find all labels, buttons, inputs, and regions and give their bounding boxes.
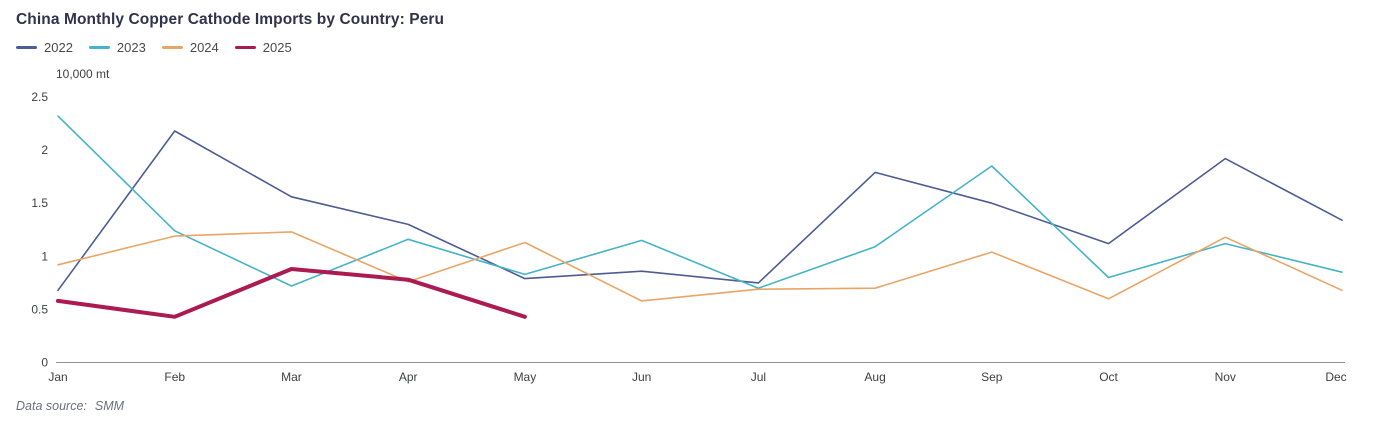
y-tick-label: 2.5: [31, 90, 48, 104]
x-tick-label-nov: Nov: [1215, 370, 1236, 384]
x-tick-label-jul: Jul: [751, 370, 766, 384]
legend-swatch-2024-icon: [161, 46, 183, 49]
legend-label-2022: 2022: [44, 40, 73, 55]
legend-item-2022[interactable]: 2022: [16, 40, 73, 55]
legend-label-2023: 2023: [116, 40, 146, 55]
legend-label-2024: 2024: [189, 40, 219, 55]
series-line-2023[interactable]: [57, 115, 1343, 290]
x-tick-label-sep: Sep: [981, 370, 1003, 384]
chart-title: China Monthly Copper Cathode Imports by …: [16, 11, 445, 28]
series-line-2024[interactable]: [57, 231, 1343, 302]
x-tick-label-apr: Apr: [399, 370, 418, 384]
series-line-2022[interactable]: [57, 130, 1343, 292]
y-tick-label: 1.5: [31, 196, 48, 210]
series-line-2025[interactable]: [56, 267, 527, 319]
legend-item-2023[interactable]: 2023: [88, 40, 146, 55]
x-tick-label-dec: Dec: [1325, 370, 1346, 384]
legend-swatch-2022-icon: [16, 46, 37, 49]
data-source-value: SMM: [94, 399, 125, 413]
x-tick-label-aug: Aug: [864, 370, 885, 384]
y-tick-label: 0: [41, 356, 48, 370]
x-tick-label-oct: Oct: [1099, 370, 1118, 384]
x-tick-label-feb: Feb: [164, 370, 185, 384]
legend-label-2025: 2025: [262, 40, 292, 55]
data-source-label: Data source:: [16, 399, 87, 413]
x-tick-label-mar: Mar: [281, 370, 302, 384]
y-tick-label: 1: [41, 249, 48, 263]
y-axis-unit-label: 10,000 mt: [56, 67, 110, 81]
legend-item-2024[interactable]: 2024: [161, 40, 219, 55]
y-tick-label: 0.5: [31, 302, 48, 316]
legend-item-2025[interactable]: 2025: [234, 40, 292, 55]
data-source: Data source: SMM: [16, 399, 124, 413]
y-tick-label: 2: [41, 143, 48, 157]
legend: 2022 2023 2024 2025: [16, 40, 292, 55]
x-tick-label-may: May: [514, 370, 537, 384]
x-tick-label-jan: Jan: [48, 370, 67, 384]
legend-swatch-2023-icon: [88, 46, 110, 49]
legend-swatch-2025-icon: [234, 46, 256, 49]
x-tick-label-jun: Jun: [632, 370, 651, 384]
